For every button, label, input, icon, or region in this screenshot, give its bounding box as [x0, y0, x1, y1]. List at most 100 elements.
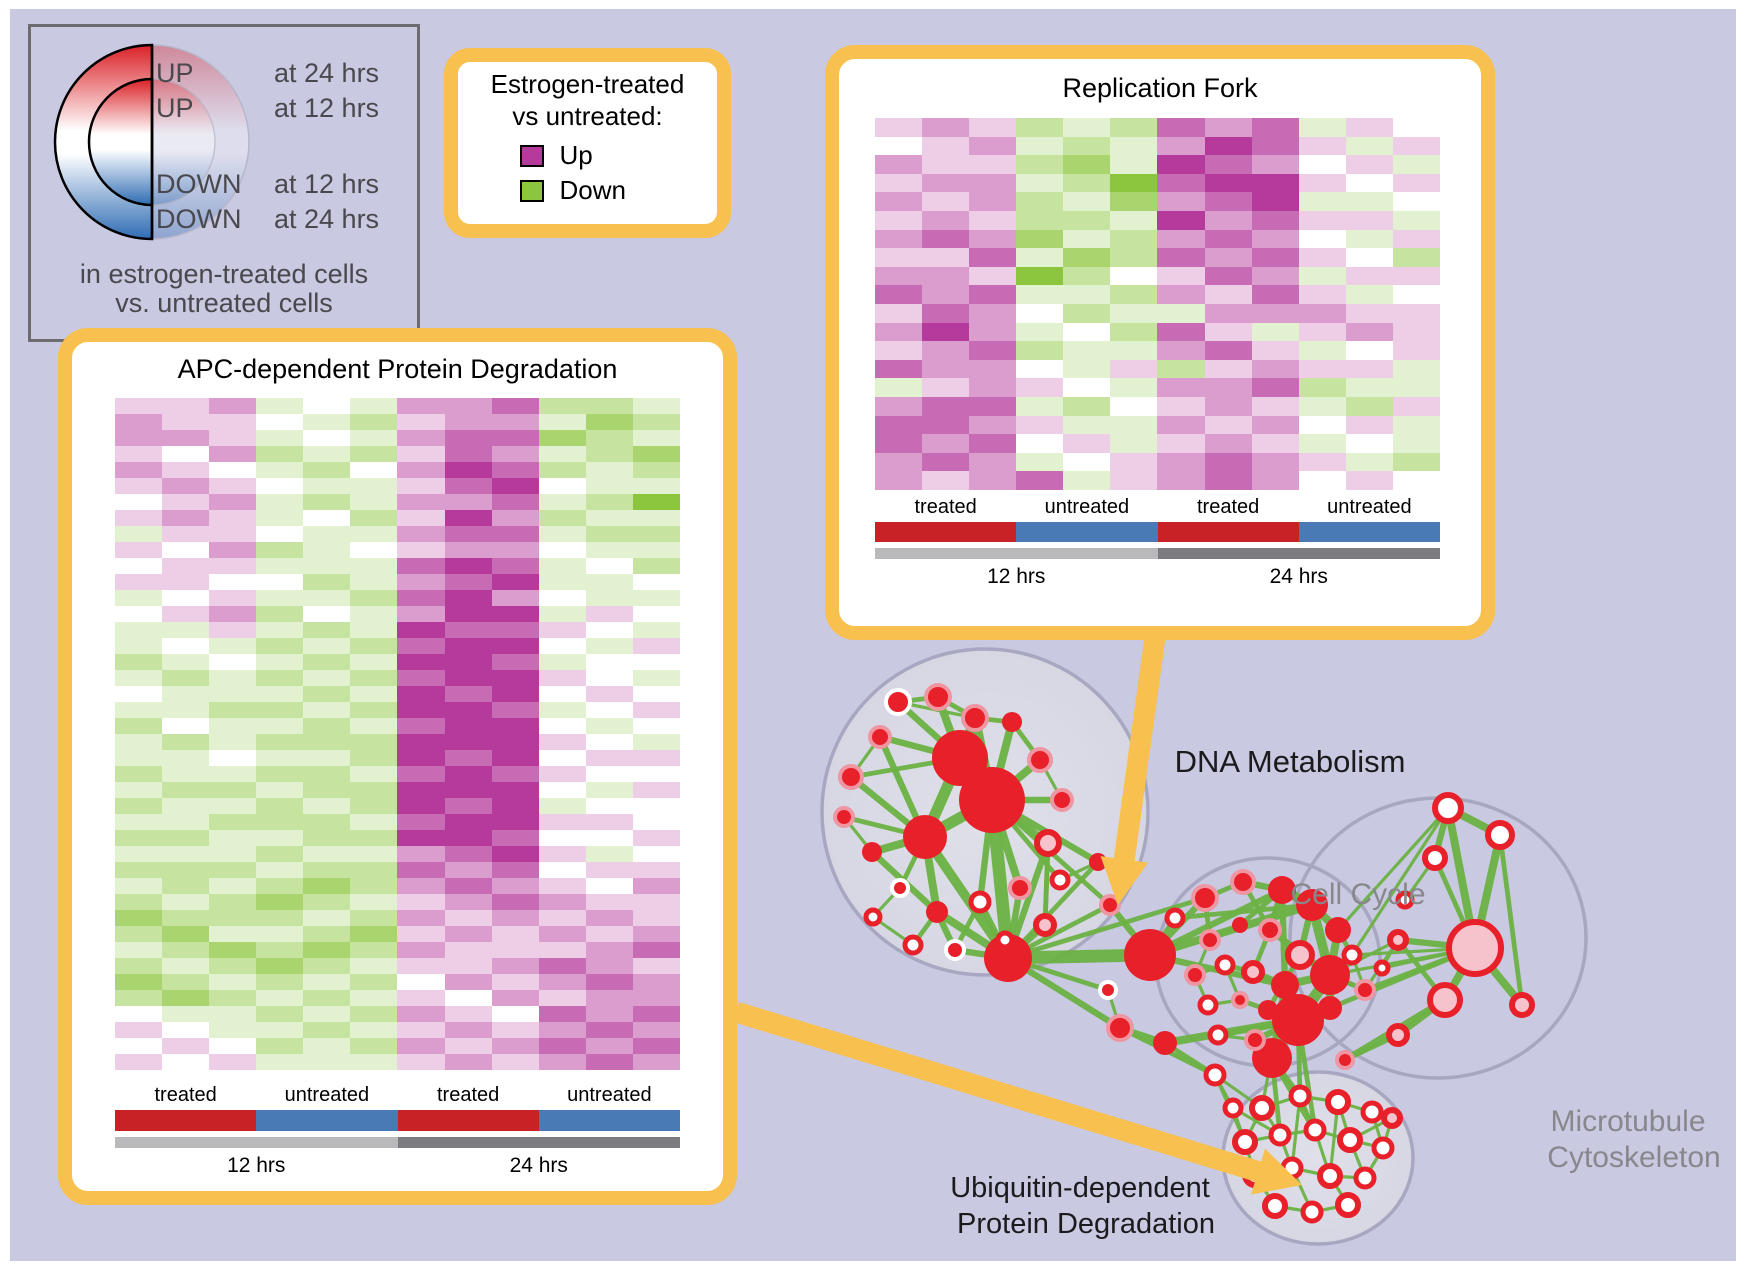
- heatmap-cell: [1016, 434, 1064, 453]
- heatmap-cell: [162, 766, 210, 782]
- heatmap-cell: [585, 702, 633, 718]
- heatmap-cell: [444, 846, 492, 862]
- heatmap-cell: [303, 430, 351, 446]
- heatmap-cell: [538, 638, 586, 654]
- heatmap-cell: [444, 990, 492, 1006]
- heatmap-cell: [585, 958, 633, 974]
- heatmap-cell: [1204, 155, 1252, 174]
- heatmap-cell: [303, 526, 351, 542]
- heatmap-cell: [1345, 285, 1393, 304]
- heatmap-cell: [162, 398, 210, 414]
- network-node: [1258, 918, 1282, 942]
- heatmap-cell: [969, 173, 1017, 193]
- heatmap-cell: [350, 542, 398, 558]
- heatmap-cell: [1157, 229, 1205, 249]
- heatmap-cell: [1204, 285, 1252, 304]
- heatmap-cell: [162, 574, 210, 590]
- heatmap-cell: [256, 462, 304, 478]
- heatmap-cell: [256, 958, 304, 974]
- hrs24-label: 24 hrs: [509, 1154, 568, 1177]
- heatmap-cell: [1063, 322, 1111, 342]
- heatmap-cell: [1016, 396, 1064, 416]
- heatmap-cell: [1110, 415, 1158, 435]
- heatmap-cell: [1204, 118, 1252, 137]
- heatmap-cell: [1298, 452, 1346, 472]
- heatmap-cell: [256, 478, 304, 494]
- heatmap-cell: [491, 974, 539, 990]
- heatmap-cell: [444, 670, 492, 686]
- heatmap-cell: [491, 590, 539, 606]
- heatmap-cell: [444, 1022, 492, 1038]
- heatmap-cell: [632, 622, 680, 638]
- heatmap-cell: [1110, 118, 1158, 137]
- heatmap-cell: [491, 1054, 539, 1070]
- heatmap-cell: [1016, 285, 1064, 304]
- heatmap-cell: [632, 734, 680, 750]
- heatmap-cell: [632, 894, 680, 910]
- heatmap-cell: [444, 894, 492, 910]
- heatmap-cell: [397, 398, 445, 414]
- heatmap-cell: [444, 526, 492, 542]
- heatmap-cell: [444, 686, 492, 702]
- network-node: [1262, 1193, 1288, 1219]
- heatmap-cell: [444, 494, 492, 510]
- network-node: [1325, 1089, 1351, 1115]
- heatmap-cell: [1392, 248, 1440, 267]
- heatmap-cell: [1110, 229, 1158, 249]
- heatmap-cell: [875, 155, 923, 174]
- heatmap-cell: [444, 750, 492, 766]
- heatmap-cell: [632, 814, 680, 830]
- heatmap-cell: [303, 654, 351, 670]
- legend-caption-line1: in estrogen-treated cells: [80, 259, 368, 289]
- heatmap-cell: [1392, 322, 1440, 342]
- heatmap-cell: [1110, 210, 1158, 230]
- heatmap-cell: [1110, 359, 1158, 379]
- apc-heatmap: [115, 398, 680, 1070]
- heatmap-cell: [115, 782, 163, 798]
- network-node: [1184, 964, 1206, 986]
- heatmap-cell: [538, 1038, 586, 1054]
- dna-metabolism-label: DNA Metabolism: [1175, 744, 1406, 779]
- network-node: [1317, 1163, 1343, 1189]
- heatmap-cell: [632, 494, 680, 510]
- up-down-color-legend: Estrogen-treated vs untreated: Up Down: [444, 48, 731, 238]
- heatmap-cell: [585, 414, 633, 430]
- heatmap-cell: [256, 542, 304, 558]
- heatmap-cell: [1298, 118, 1346, 137]
- heatmap-cell: [162, 846, 210, 862]
- heatmap-cell: [538, 766, 586, 782]
- repfork-heatmap: [875, 118, 1440, 490]
- heatmap-cell: [1063, 229, 1111, 249]
- heatmap-cell: [969, 303, 1017, 323]
- heatmap-cell: [303, 990, 351, 1006]
- heatmap-cell: [115, 654, 163, 670]
- heatmap-cell: [115, 1022, 163, 1038]
- heatmap-cell: [162, 702, 210, 718]
- heatmap-cell: [922, 434, 970, 453]
- heatmap-cell: [209, 702, 257, 718]
- heatmap-cell: [1251, 341, 1299, 360]
- microtubule-label-line2: Cytoskeleton: [1547, 1141, 1720, 1174]
- heatmap-cell: [303, 398, 351, 414]
- heatmap-cell: [632, 974, 680, 990]
- up-color-swatch: [519, 144, 544, 167]
- heatmap-cell: [1110, 378, 1158, 397]
- heatmap-cell: [538, 574, 586, 590]
- heatmap-cell: [256, 638, 304, 654]
- heatmap-cell: [1392, 136, 1440, 156]
- heatmap-cell: [1016, 359, 1064, 379]
- heatmap-cell: [256, 862, 304, 878]
- heatmap-cell: [1063, 192, 1111, 211]
- network-node: [1203, 1063, 1227, 1087]
- heatmap-cell: [585, 1038, 633, 1054]
- heatmap-cell: [209, 974, 257, 990]
- heatmap-cell: [162, 638, 210, 654]
- heatmap-cell: [538, 782, 586, 798]
- heatmap-cell: [350, 430, 398, 446]
- heatmap-cell: [1251, 378, 1299, 397]
- heatmap-cell: [969, 266, 1017, 286]
- heatmap-cell: [1251, 173, 1299, 193]
- heatmap-cell: [1016, 192, 1064, 211]
- heatmap-cell: [1251, 136, 1299, 156]
- heatmap-cell: [209, 622, 257, 638]
